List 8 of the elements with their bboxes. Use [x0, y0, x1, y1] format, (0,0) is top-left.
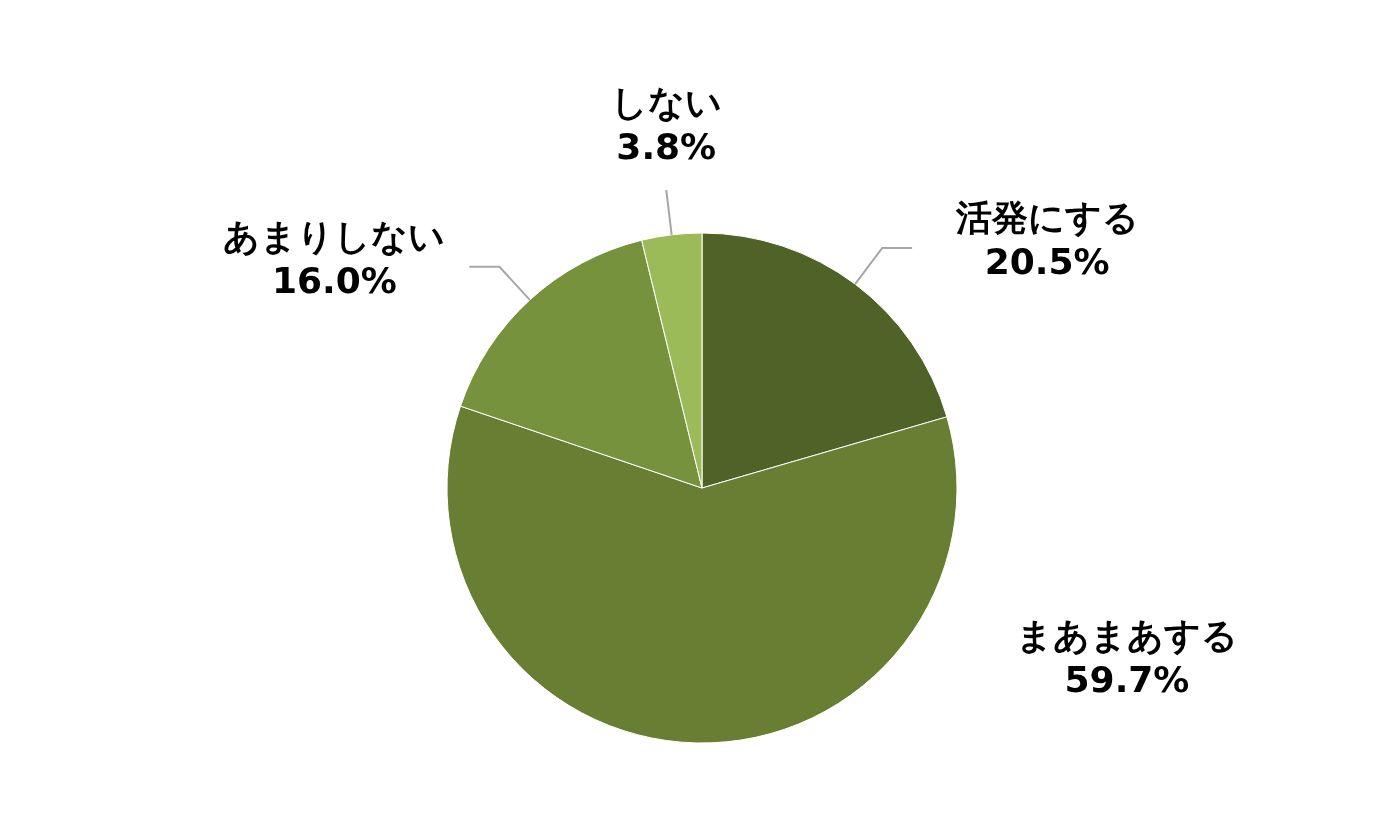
slice-label: まあまあする [1016, 615, 1238, 656]
data-label: 59.7% [1064, 659, 1190, 700]
data-label: 3.8% [616, 126, 717, 168]
slice-label: しない [610, 82, 722, 124]
slice-label: 活発にする [954, 197, 1139, 239]
data-label: 16.0% [271, 259, 397, 301]
slice-label: あまりしない [223, 215, 446, 257]
data-label: 20.5% [984, 241, 1110, 283]
